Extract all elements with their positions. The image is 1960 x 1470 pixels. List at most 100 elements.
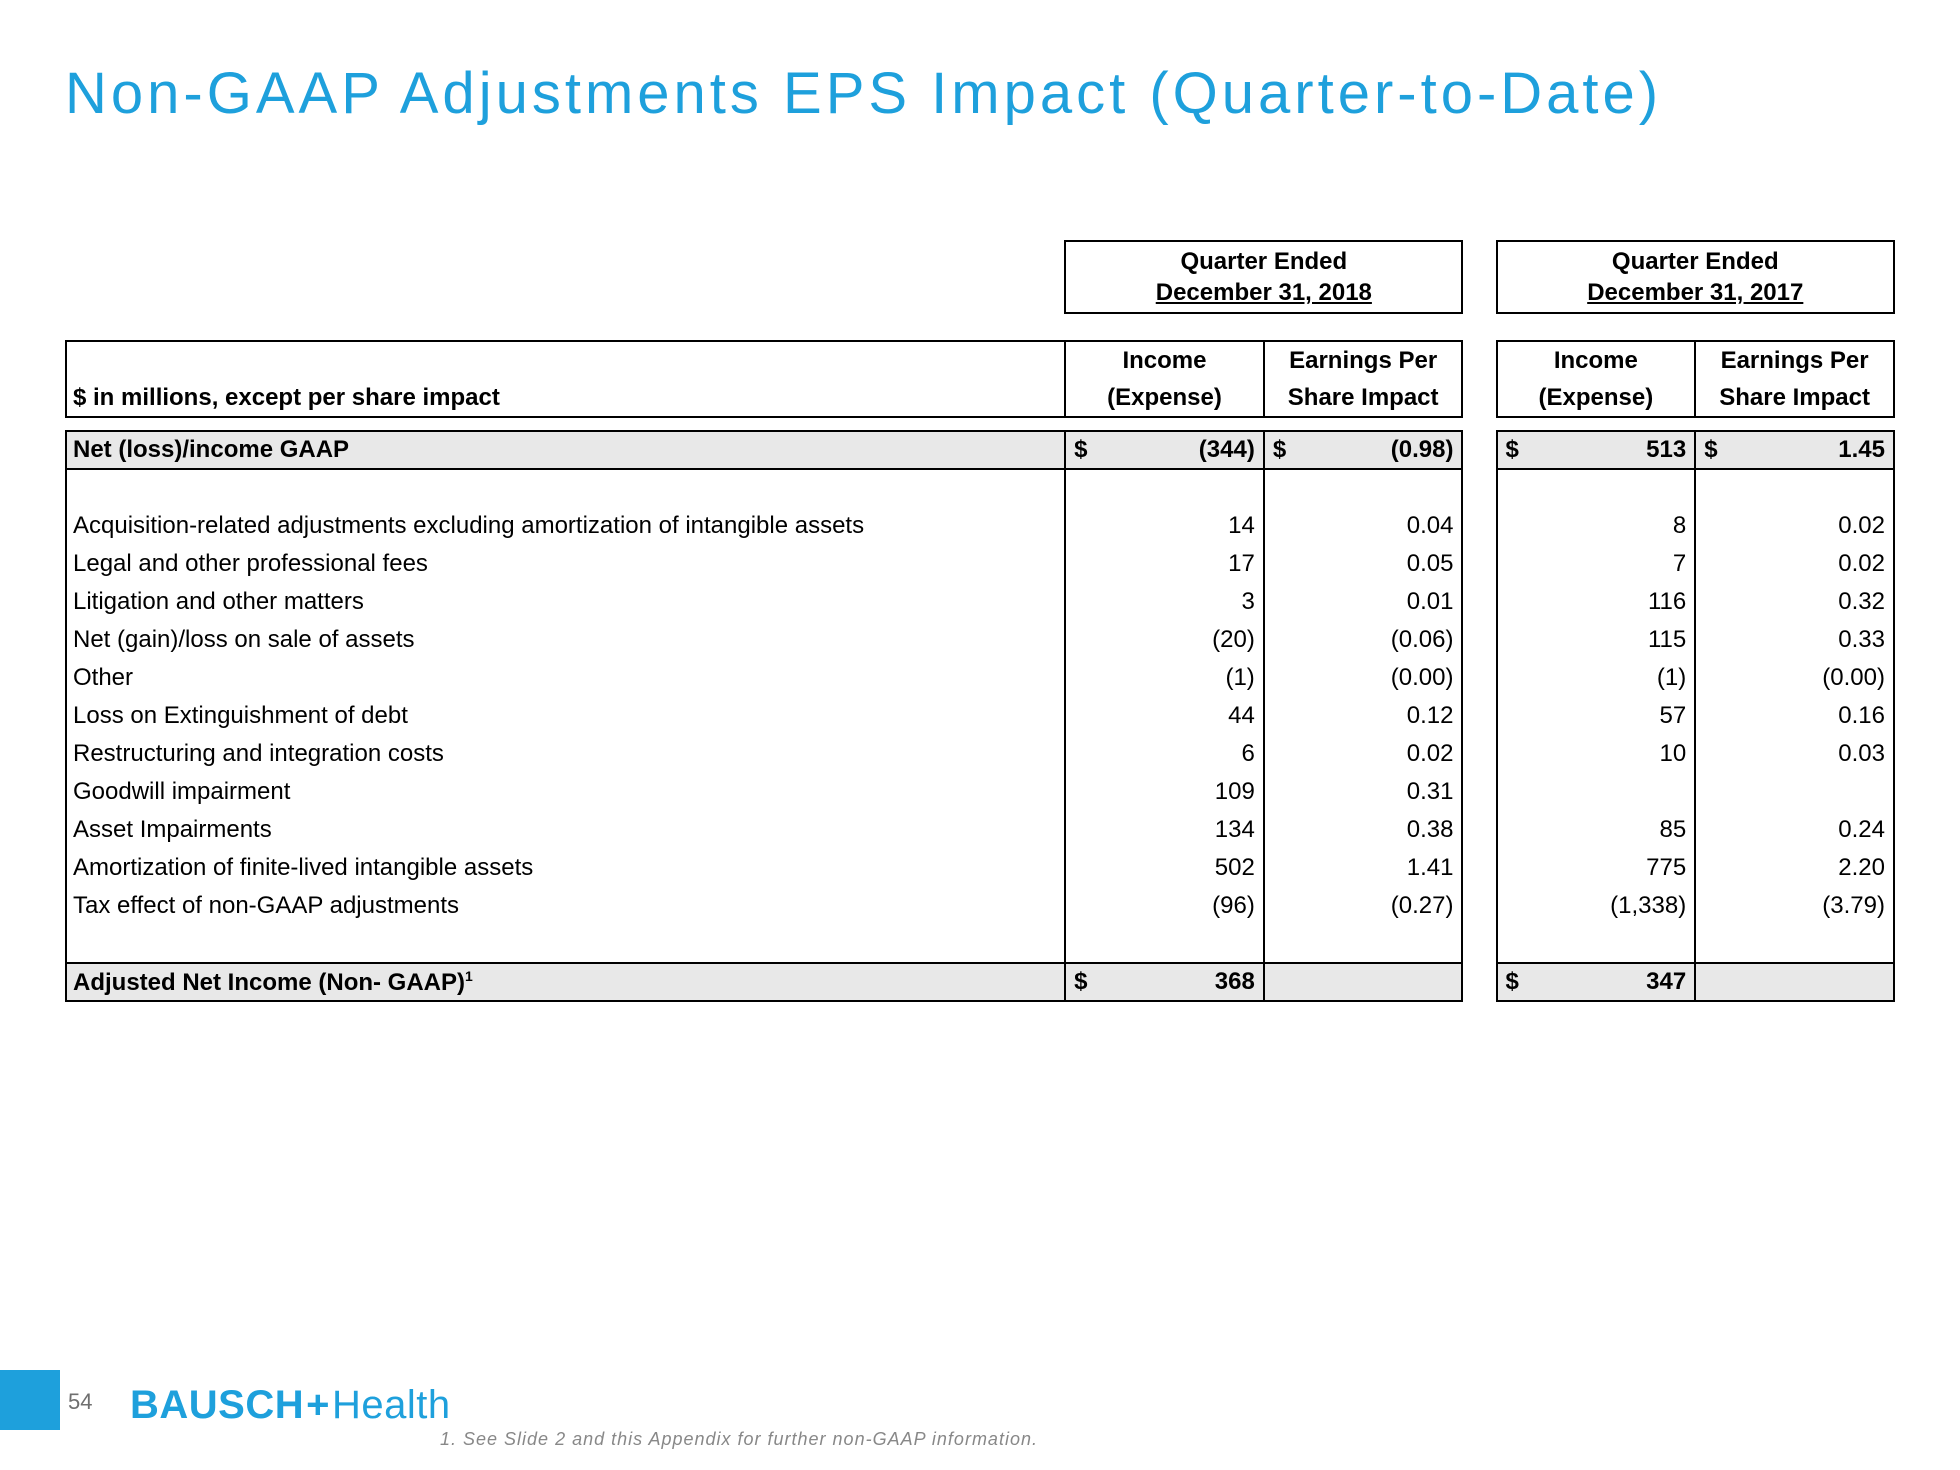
cell-p2-inc: 347 [1542,963,1695,1001]
cell-p1-inc: 14 [1111,507,1264,545]
cell-p2-eps: 2.20 [1741,849,1894,887]
cell-dollar: $ [1497,963,1542,1001]
plus-icon: + [306,1383,330,1427]
cell-empty [1264,697,1309,735]
cell-p1-inc: 17 [1111,545,1264,583]
cell-label: Other [66,659,1065,697]
eps-table-container: Quarter Ended December 31, 2018 Quarter … [65,240,1895,1002]
cell-empty [1695,507,1740,545]
cell-empty [1497,697,1542,735]
cell-p2-eps: 0.24 [1741,811,1894,849]
cell-label: Loss on Extinguishment of debt [66,697,1065,735]
header-income-2b: (Expense) [1497,379,1696,417]
cell-p1-eps: (0.98) [1309,431,1462,469]
cell-p1-inc: (96) [1111,887,1264,925]
cell-empty [1497,811,1542,849]
cell-empty [1695,583,1740,621]
cell-empty [1497,583,1542,621]
cell-dollar: $ [1497,431,1542,469]
page-number: 54 [68,1389,92,1415]
cell-p1-eps [1309,963,1462,1001]
period-1-label-line2: December 31, 2018 [1066,277,1461,308]
cell-p1-eps: (0.06) [1309,621,1462,659]
cell-empty [1264,583,1309,621]
cell-p1-inc: 6 [1111,735,1264,773]
cell-p1-eps: 0.02 [1309,735,1462,773]
cell-p2-eps [1741,773,1894,811]
adj-label-text: Adjusted Net Income (Non- GAAP) [73,969,465,996]
cell-label: Goodwill impairment [66,773,1065,811]
logo-part-1: BAUSCH [130,1383,304,1427]
row-net-gaap: Net (loss)/income GAAP $ (344) $ (0.98) … [66,431,1894,469]
footnote-text: 1. See Slide 2 and this Appendix for fur… [440,1429,1038,1450]
cell-empty [1695,545,1740,583]
footnote-marker: 1 [465,968,473,984]
cell-dollar: $ [1065,431,1110,469]
eps-table: Quarter Ended December 31, 2018 Quarter … [65,240,1895,1002]
table-row: Goodwill impairment1090.31 [66,773,1894,811]
cell-p1-eps: 1.41 [1309,849,1462,887]
cell-empty [1264,659,1309,697]
cell-p1-inc: 44 [1111,697,1264,735]
cell-empty [1065,659,1110,697]
cell-empty [1264,773,1309,811]
cell-empty [1497,659,1542,697]
cell-p1-eps: 0.05 [1309,545,1462,583]
cell-p2-inc: 513 [1542,431,1695,469]
table-row: Tax effect of non-GAAP adjustments(96)(0… [66,887,1894,925]
header-eps-2a: Earnings Per [1695,341,1894,379]
cell-label: Net (loss)/income GAAP [66,431,1065,469]
cell-p2-inc [1542,773,1695,811]
cell-p2-inc: 85 [1542,811,1695,849]
cell-label: Asset Impairments [66,811,1065,849]
cell-dollar [1695,963,1740,1001]
cell-empty [1695,621,1740,659]
cell-p1-eps: 0.31 [1309,773,1462,811]
column-header-row-1: Income Earnings Per Income Earnings Per [66,341,1894,379]
footer-accent-block [0,1370,60,1430]
cell-empty [1264,811,1309,849]
cell-label: Amortization of finite-lived intangible … [66,849,1065,887]
cell-empty [1065,735,1110,773]
cell-label: Legal and other professional fees [66,545,1065,583]
cell-empty [1695,849,1740,887]
cell-p1-inc: 368 [1111,963,1264,1001]
cell-label: Acquisition-related adjustments excludin… [66,507,1065,545]
cell-empty [1497,849,1542,887]
cell-dollar: $ [1065,963,1110,1001]
cell-empty [1497,773,1542,811]
cell-empty [1695,811,1740,849]
period-1-label-line1: Quarter Ended [1066,246,1461,277]
cell-p2-eps: 0.02 [1741,507,1894,545]
cell-label: Restructuring and integration costs [66,735,1065,773]
cell-p1-inc: 502 [1111,849,1264,887]
spacer-row [66,313,1894,341]
cell-p2-inc: (1) [1542,659,1695,697]
period-2-header: Quarter Ended December 31, 2017 [1497,241,1894,313]
cell-p1-inc: (344) [1111,431,1264,469]
cell-empty [1264,887,1309,925]
header-eps-1a: Earnings Per [1264,341,1463,379]
bausch-health-logo: BAUSCH+Health [130,1383,451,1428]
cell-label: Net (gain)/loss on sale of assets [66,621,1065,659]
cell-empty [1497,507,1542,545]
cell-p1-eps: 0.38 [1309,811,1462,849]
cell-p2-inc: 775 [1542,849,1695,887]
cell-empty [1264,735,1309,773]
table-row: Restructuring and integration costs 6 0.02… [66,735,1894,773]
cell-empty [1065,811,1110,849]
cell-p1-inc: 3 [1111,583,1264,621]
cell-empty [1497,621,1542,659]
column-header-row-2: $ in millions, except per share impact (… [66,379,1894,417]
cell-p2-inc: 115 [1542,621,1695,659]
period-header-row: Quarter Ended December 31, 2018 Quarter … [66,241,1894,313]
slide-title: Non-GAAP Adjustments EPS Impact (Quarter… [65,60,1662,127]
cell-empty [1264,507,1309,545]
cell-empty [1065,697,1110,735]
cell-p1-inc: (1) [1111,659,1264,697]
cell-p2-eps: 0.16 [1741,697,1894,735]
cell-empty [1695,773,1740,811]
cell-empty [1065,583,1110,621]
cell-p2-inc: 8 [1542,507,1695,545]
cell-empty [1695,735,1740,773]
